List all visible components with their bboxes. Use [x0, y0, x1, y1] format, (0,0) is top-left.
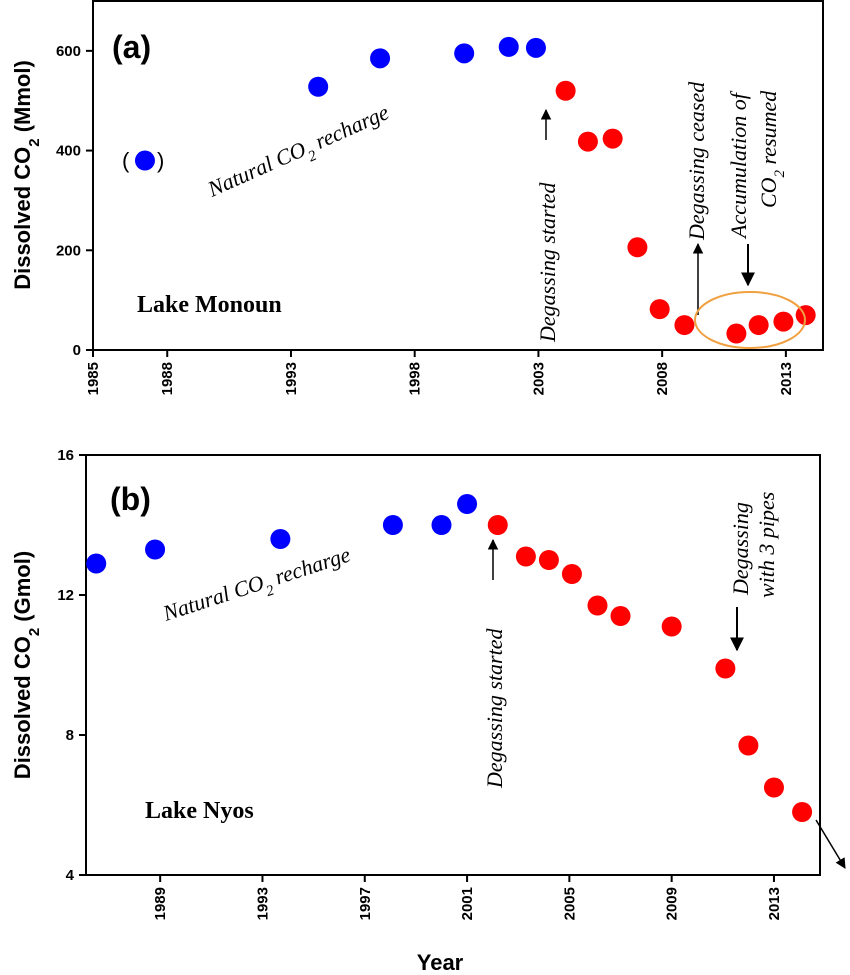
panel-a-ticks: 1985 1988 1993 1998 2003 2008 2013 0 200 400 600 [56, 43, 795, 396]
panel-b-data-point [763, 777, 784, 798]
panel-b-y-tick-label: 12 [57, 587, 74, 604]
panel-a-data-point [308, 76, 329, 97]
panel-a-data-point [577, 131, 598, 152]
panel-b-data-point [715, 658, 736, 679]
panel-a-accumulation-line2: CO2 resumed [756, 90, 788, 208]
panel-a-x-tick-label: 2003 [530, 362, 547, 395]
panel-a-data-point [555, 80, 576, 101]
panel-b-data-point [431, 515, 452, 535]
panel-b-y-axis-title: Dissolved CO2 (Gmol) [10, 551, 43, 779]
panel-b-data-point [610, 606, 631, 626]
panel-a-data-point [602, 128, 623, 149]
panel-b-data-point [587, 595, 608, 616]
panel-b-y-tick-label: 4 [66, 867, 75, 884]
panel-b-plot-frame [85, 454, 821, 876]
panel-b-data-point [661, 616, 682, 637]
panel-b-pipes-line1: Degassing [728, 502, 753, 596]
panel-a-degassing-started: Degassing started [535, 182, 560, 344]
panel-a-data-point [726, 323, 747, 344]
panel-b-trend-arrow [815, 819, 846, 869]
panel-a-points [134, 36, 816, 344]
panel-b-data-point [145, 539, 166, 560]
panel-a-x-tick-label: 1988 [159, 362, 176, 395]
panel-b-x-axis-title: Year [417, 950, 464, 975]
panel-b-x-tick-label: 2001 [459, 887, 476, 920]
panel-a-open-paren: ( [122, 148, 130, 173]
panel-a-y-tick-label: 200 [56, 242, 81, 259]
panel-a-x-tick-label: 1993 [283, 362, 300, 395]
panel-b-data-point [792, 802, 813, 822]
panel-b-data-point [738, 735, 759, 756]
panel-b-data-point [538, 550, 559, 570]
panel-b-lake-name: Lake Nyos [145, 798, 254, 824]
panel-a-close-paren: ) [157, 148, 164, 173]
panel-a-data-point [649, 299, 670, 320]
panel-b-pipes-line2: with 3 pipes [754, 492, 779, 598]
panel-a-data-point [525, 37, 546, 58]
panel-a-y-tick-label: 0 [73, 342, 81, 359]
panel-b-x-tick-label: 2005 [561, 887, 578, 920]
panel-a-data-point [748, 315, 769, 336]
panel-a-resumed-highlight [694, 291, 806, 349]
panel-b-degassing-started: Degassing started [482, 628, 507, 790]
panel-b: 1989 1993 1997 2001 2005 2009 2013 4 8 12 16 (b) L… [10, 447, 846, 975]
panel-b-x-tick-label: 1997 [357, 887, 374, 920]
panel-b-x-tick-label: 2013 [766, 887, 783, 920]
panel-a-x-tick-label: 2008 [654, 362, 671, 395]
panel-a-recharge-annotation: Natural CO2 recharge [203, 99, 396, 208]
panel-b-x-tick-label: 2009 [664, 887, 681, 920]
panel-b-data-point [382, 515, 403, 535]
panel-b-data-point [270, 529, 291, 549]
panel-a-degassing-ceased: Degassing ceased [684, 81, 709, 241]
panel-b-data-point [561, 564, 582, 584]
panel-b-ticks: 1989 1993 1997 2001 2005 2009 2013 4 8 12 16 [57, 447, 783, 920]
panel-a: 1985 1988 1993 1998 2003 2008 2013 0 200 400 600 (… [10, 0, 824, 396]
panel-a-y-tick-label: 400 [56, 143, 81, 160]
panel-b-y-tick-label: 16 [57, 447, 74, 464]
panel-b-label: (b) [110, 481, 151, 517]
panel-b-x-tick-label: 1989 [152, 887, 169, 920]
panel-a-x-tick-label: 1998 [407, 362, 424, 395]
panel-a-data-point [370, 48, 391, 69]
panel-b-x-tick-label: 1993 [254, 887, 271, 920]
panel-b-data-point [487, 515, 508, 535]
panel-b-recharge-annotation: Natural CO2 recharge [159, 542, 356, 633]
panel-a-x-tick-label: 2013 [778, 362, 795, 395]
panel-b-y-tick-label: 8 [66, 727, 74, 744]
panel-b-data-point [86, 553, 107, 574]
panel-a-data-point [134, 150, 155, 171]
panel-a-data-point [627, 237, 648, 258]
panel-a-data-point [454, 43, 475, 64]
panel-a-y-tick-label: 600 [56, 43, 81, 60]
panel-a-data-point [498, 36, 519, 57]
panel-b-data-point [515, 546, 536, 567]
panel-a-lake-name: Lake Monoun [137, 292, 282, 318]
panel-b-points [86, 494, 813, 822]
panel-a-data-point [674, 315, 695, 336]
panel-b-data-point [457, 494, 478, 514]
panel-a-y-axis-title: Dissolved CO2 (Mmol) [10, 60, 43, 290]
panel-a-accumulation-line1: Accumulation of [726, 90, 751, 240]
panel-a-label: (a) [112, 29, 151, 65]
panel-a-plot-frame [92, 0, 824, 351]
panel-a-data-point [773, 311, 794, 332]
panel-a-x-tick-label: 1985 [85, 362, 102, 395]
